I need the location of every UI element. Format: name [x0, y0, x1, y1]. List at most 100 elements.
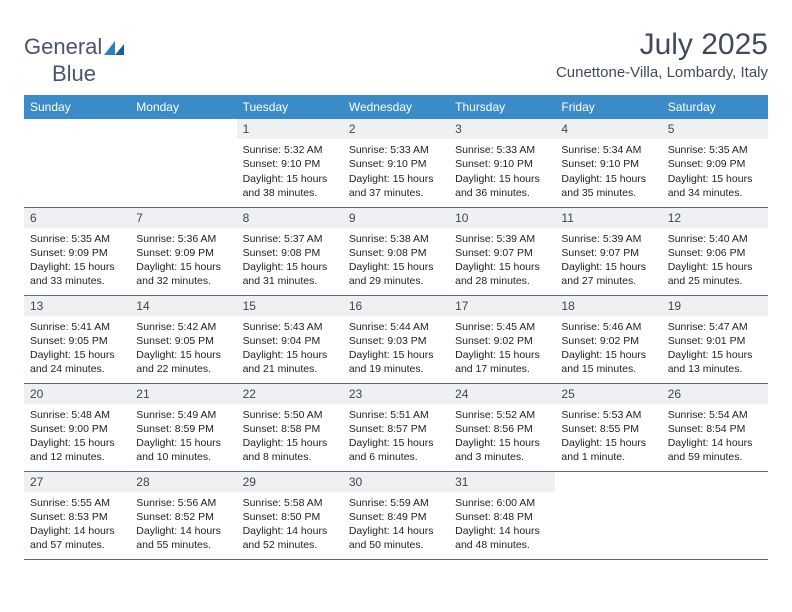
- calendar-table: SundayMondayTuesdayWednesdayThursdayFrid…: [24, 95, 768, 560]
- day-body: Sunrise: 5:33 AMSunset: 9:10 PMDaylight:…: [449, 139, 555, 204]
- calendar-cell: 8Sunrise: 5:37 AMSunset: 9:08 PMDaylight…: [237, 207, 343, 295]
- weekday-header: Saturday: [662, 95, 768, 119]
- calendar-cell: 18Sunrise: 5:46 AMSunset: 9:02 PMDayligh…: [555, 295, 661, 383]
- calendar-cell: 12Sunrise: 5:40 AMSunset: 9:06 PMDayligh…: [662, 207, 768, 295]
- day-number: 21: [130, 384, 236, 404]
- day-number: 3: [449, 119, 555, 139]
- calendar-row: 27Sunrise: 5:55 AMSunset: 8:53 PMDayligh…: [24, 471, 768, 559]
- day-number: 19: [662, 296, 768, 316]
- weekday-header: Thursday: [449, 95, 555, 119]
- calendar-cell: 25Sunrise: 5:53 AMSunset: 8:55 PMDayligh…: [555, 383, 661, 471]
- calendar-cell: 14Sunrise: 5:42 AMSunset: 9:05 PMDayligh…: [130, 295, 236, 383]
- day-body: Sunrise: 5:40 AMSunset: 9:06 PMDaylight:…: [662, 228, 768, 293]
- logo-word2: Blue: [24, 61, 96, 86]
- day-body: Sunrise: 5:47 AMSunset: 9:01 PMDaylight:…: [662, 316, 768, 381]
- calendar-cell: ..: [130, 119, 236, 207]
- day-body: Sunrise: 5:58 AMSunset: 8:50 PMDaylight:…: [237, 492, 343, 557]
- weekday-header: Monday: [130, 95, 236, 119]
- day-number: 29: [237, 472, 343, 492]
- title-block: July 2025 Cunettone-Villa, Lombardy, Ita…: [556, 28, 768, 81]
- day-number: 28: [130, 472, 236, 492]
- day-body: Sunrise: 5:46 AMSunset: 9:02 PMDaylight:…: [555, 316, 661, 381]
- day-number: 15: [237, 296, 343, 316]
- weekday-header: Sunday: [24, 95, 130, 119]
- day-body: Sunrise: 5:42 AMSunset: 9:05 PMDaylight:…: [130, 316, 236, 381]
- day-body: Sunrise: 5:34 AMSunset: 9:10 PMDaylight:…: [555, 139, 661, 204]
- day-body: Sunrise: 5:35 AMSunset: 9:09 PMDaylight:…: [662, 139, 768, 204]
- day-body: Sunrise: 5:33 AMSunset: 9:10 PMDaylight:…: [343, 139, 449, 204]
- calendar-cell: 26Sunrise: 5:54 AMSunset: 8:54 PMDayligh…: [662, 383, 768, 471]
- day-number: 30: [343, 472, 449, 492]
- calendar-row: 13Sunrise: 5:41 AMSunset: 9:05 PMDayligh…: [24, 295, 768, 383]
- calendar-cell: 13Sunrise: 5:41 AMSunset: 9:05 PMDayligh…: [24, 295, 130, 383]
- day-number: 10: [449, 208, 555, 228]
- day-number: 5: [662, 119, 768, 139]
- day-body: Sunrise: 5:32 AMSunset: 9:10 PMDaylight:…: [237, 139, 343, 204]
- calendar-cell: 9Sunrise: 5:38 AMSunset: 9:08 PMDaylight…: [343, 207, 449, 295]
- day-number: 27: [24, 472, 130, 492]
- calendar-row: 6Sunrise: 5:35 AMSunset: 9:09 PMDaylight…: [24, 207, 768, 295]
- calendar-cell: 19Sunrise: 5:47 AMSunset: 9:01 PMDayligh…: [662, 295, 768, 383]
- header: General Blue July 2025 Cunettone-Villa, …: [24, 28, 768, 87]
- logo-mark-icon: [104, 35, 126, 61]
- day-number: 14: [130, 296, 236, 316]
- weekday-header: Friday: [555, 95, 661, 119]
- calendar-cell: 22Sunrise: 5:50 AMSunset: 8:58 PMDayligh…: [237, 383, 343, 471]
- day-number: 26: [662, 384, 768, 404]
- day-number: 8: [237, 208, 343, 228]
- day-number: 7: [130, 208, 236, 228]
- day-number: 22: [237, 384, 343, 404]
- day-number: 12: [662, 208, 768, 228]
- calendar-cell: 29Sunrise: 5:58 AMSunset: 8:50 PMDayligh…: [237, 471, 343, 559]
- calendar-cell: 2Sunrise: 5:33 AMSunset: 9:10 PMDaylight…: [343, 119, 449, 207]
- day-number: 31: [449, 472, 555, 492]
- calendar-cell: 21Sunrise: 5:49 AMSunset: 8:59 PMDayligh…: [130, 383, 236, 471]
- day-number: 2: [343, 119, 449, 139]
- calendar-row: 20Sunrise: 5:48 AMSunset: 9:00 PMDayligh…: [24, 383, 768, 471]
- calendar-cell: 7Sunrise: 5:36 AMSunset: 9:09 PMDaylight…: [130, 207, 236, 295]
- weekday-header: Tuesday: [237, 95, 343, 119]
- day-number: 16: [343, 296, 449, 316]
- day-number: 17: [449, 296, 555, 316]
- day-body: Sunrise: 5:49 AMSunset: 8:59 PMDaylight:…: [130, 404, 236, 469]
- calendar-cell: ..: [662, 471, 768, 559]
- logo: General Blue: [24, 34, 126, 87]
- day-body: Sunrise: 5:53 AMSunset: 8:55 PMDaylight:…: [555, 404, 661, 469]
- weekday-header: Wednesday: [343, 95, 449, 119]
- calendar-cell: 28Sunrise: 5:56 AMSunset: 8:52 PMDayligh…: [130, 471, 236, 559]
- calendar-cell: 17Sunrise: 5:45 AMSunset: 9:02 PMDayligh…: [449, 295, 555, 383]
- day-body: Sunrise: 5:44 AMSunset: 9:03 PMDaylight:…: [343, 316, 449, 381]
- day-number: 6: [24, 208, 130, 228]
- day-body: Sunrise: 5:55 AMSunset: 8:53 PMDaylight:…: [24, 492, 130, 557]
- day-number: 4: [555, 119, 661, 139]
- calendar-cell: 31Sunrise: 6:00 AMSunset: 8:48 PMDayligh…: [449, 471, 555, 559]
- calendar-cell: 11Sunrise: 5:39 AMSunset: 9:07 PMDayligh…: [555, 207, 661, 295]
- day-body: Sunrise: 5:41 AMSunset: 9:05 PMDaylight:…: [24, 316, 130, 381]
- day-number: 24: [449, 384, 555, 404]
- calendar-cell: 24Sunrise: 5:52 AMSunset: 8:56 PMDayligh…: [449, 383, 555, 471]
- calendar-cell: 23Sunrise: 5:51 AMSunset: 8:57 PMDayligh…: [343, 383, 449, 471]
- calendar-cell: 27Sunrise: 5:55 AMSunset: 8:53 PMDayligh…: [24, 471, 130, 559]
- day-body: Sunrise: 6:00 AMSunset: 8:48 PMDaylight:…: [449, 492, 555, 557]
- day-body: Sunrise: 5:39 AMSunset: 9:07 PMDaylight:…: [449, 228, 555, 293]
- calendar-cell: 15Sunrise: 5:43 AMSunset: 9:04 PMDayligh…: [237, 295, 343, 383]
- calendar-cell: ..: [24, 119, 130, 207]
- logo-text: General Blue: [24, 34, 126, 87]
- logo-word1: General: [24, 34, 102, 59]
- day-body: Sunrise: 5:50 AMSunset: 8:58 PMDaylight:…: [237, 404, 343, 469]
- day-number: 1: [237, 119, 343, 139]
- calendar-cell: 3Sunrise: 5:33 AMSunset: 9:10 PMDaylight…: [449, 119, 555, 207]
- calendar-cell: 1Sunrise: 5:32 AMSunset: 9:10 PMDaylight…: [237, 119, 343, 207]
- day-body: Sunrise: 5:43 AMSunset: 9:04 PMDaylight:…: [237, 316, 343, 381]
- day-body: Sunrise: 5:39 AMSunset: 9:07 PMDaylight:…: [555, 228, 661, 293]
- day-body: Sunrise: 5:52 AMSunset: 8:56 PMDaylight:…: [449, 404, 555, 469]
- month-title: July 2025: [556, 28, 768, 62]
- day-body: Sunrise: 5:56 AMSunset: 8:52 PMDaylight:…: [130, 492, 236, 557]
- day-number: 20: [24, 384, 130, 404]
- calendar-cell: 10Sunrise: 5:39 AMSunset: 9:07 PMDayligh…: [449, 207, 555, 295]
- day-number: 13: [24, 296, 130, 316]
- day-number: 23: [343, 384, 449, 404]
- calendar-cell: 5Sunrise: 5:35 AMSunset: 9:09 PMDaylight…: [662, 119, 768, 207]
- day-number: 18: [555, 296, 661, 316]
- calendar-cell: 30Sunrise: 5:59 AMSunset: 8:49 PMDayligh…: [343, 471, 449, 559]
